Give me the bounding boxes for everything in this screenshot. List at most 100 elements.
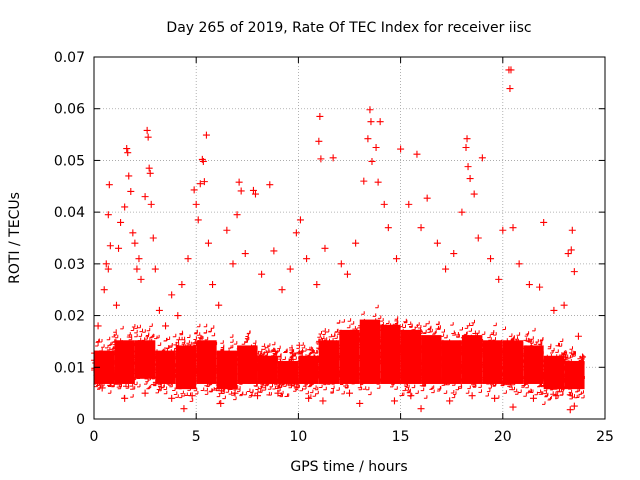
data-point — [356, 399, 364, 407]
data-point — [515, 260, 523, 268]
data-point — [100, 286, 108, 294]
data-point — [174, 312, 182, 320]
dense-band-markers — [91, 336, 115, 394]
data-point — [251, 190, 259, 198]
data-point — [237, 187, 245, 195]
data-point — [509, 224, 517, 232]
data-point — [286, 265, 294, 273]
data-point — [115, 244, 123, 252]
data-point — [529, 394, 537, 402]
data-point — [123, 145, 131, 153]
data-point — [423, 194, 431, 202]
y-tick-label: 0.05 — [54, 153, 85, 169]
axis-ticks — [93, 56, 606, 420]
dense-band-markers — [315, 328, 340, 394]
dense-band-markers — [561, 346, 585, 400]
dense-band-markers — [193, 323, 218, 395]
x-tick-label: 25 — [596, 429, 614, 445]
data-point — [149, 234, 157, 242]
data-point — [491, 394, 499, 402]
data-point — [151, 265, 159, 273]
data-point — [397, 145, 405, 153]
data-point — [112, 301, 120, 309]
data-point — [478, 154, 486, 162]
dense-data-band — [91, 304, 585, 405]
data-point — [231, 389, 239, 397]
data-point — [98, 384, 106, 392]
data-point — [124, 149, 132, 157]
data-point — [184, 255, 192, 263]
data-point — [329, 154, 337, 162]
data-point — [417, 405, 425, 413]
dense-band-markers — [397, 318, 422, 397]
data-point — [104, 211, 112, 219]
dense-band-markers — [111, 325, 136, 399]
data-point — [570, 268, 578, 276]
y-tick-label: 0.03 — [54, 257, 85, 273]
chart-title: Day 265 of 2019, Rate Of TEC Index for r… — [166, 20, 531, 36]
data-point — [509, 403, 517, 411]
data-point — [574, 332, 582, 340]
y-tick-label: 0.02 — [54, 309, 85, 325]
data-point — [413, 150, 421, 158]
data-point — [147, 200, 155, 208]
data-point — [372, 144, 380, 151]
data-point — [468, 392, 476, 400]
data-point — [442, 265, 450, 273]
data-point — [446, 397, 454, 405]
data-point — [274, 389, 282, 397]
data-point — [499, 226, 507, 234]
data-point — [566, 406, 574, 414]
data-points — [94, 66, 587, 414]
data-point — [199, 157, 207, 165]
data-point — [346, 389, 353, 397]
data-point — [121, 394, 129, 402]
data-point — [450, 250, 458, 258]
data-point — [507, 66, 515, 74]
data-point — [458, 208, 466, 216]
data-point — [495, 275, 503, 283]
dense-band-markers — [254, 341, 279, 396]
data-point — [162, 322, 170, 330]
data-point — [254, 392, 262, 400]
data-point — [374, 178, 382, 186]
data-point — [337, 260, 345, 268]
data-point — [144, 133, 152, 141]
data-point — [321, 244, 329, 252]
data-point — [202, 131, 210, 139]
data-point — [525, 281, 533, 289]
y-tick-label: 0.07 — [54, 50, 85, 66]
data-point — [190, 186, 198, 194]
data-point — [258, 270, 266, 278]
data-point — [137, 275, 145, 283]
y-axis-label: ROTI / TECUs — [7, 192, 23, 284]
data-point — [384, 224, 392, 232]
data-point — [433, 239, 441, 247]
data-point — [168, 394, 176, 402]
data-point — [141, 389, 149, 397]
dense-band-markers — [377, 315, 402, 390]
data-point — [141, 193, 149, 201]
data-point — [380, 200, 388, 208]
data-point — [143, 126, 151, 134]
data-point — [462, 144, 470, 151]
data-point — [567, 246, 575, 254]
data-point — [552, 392, 560, 400]
x-tick-label: 20 — [494, 429, 512, 445]
data-point — [266, 181, 274, 189]
data-point — [229, 260, 237, 268]
data-point — [233, 211, 241, 219]
y-tick-label: 0.04 — [54, 205, 85, 221]
data-point — [223, 226, 231, 234]
data-point — [313, 281, 321, 289]
data-point — [464, 163, 472, 171]
data-point — [204, 239, 212, 247]
data-point — [550, 306, 558, 314]
data-point — [407, 392, 415, 400]
data-point — [470, 190, 478, 198]
x-axis-label: GPS time / hours — [290, 459, 407, 475]
dense-band-markers — [418, 320, 442, 399]
data-point — [352, 239, 360, 247]
data-point — [102, 260, 110, 268]
x-tick-label: 0 — [90, 429, 99, 445]
